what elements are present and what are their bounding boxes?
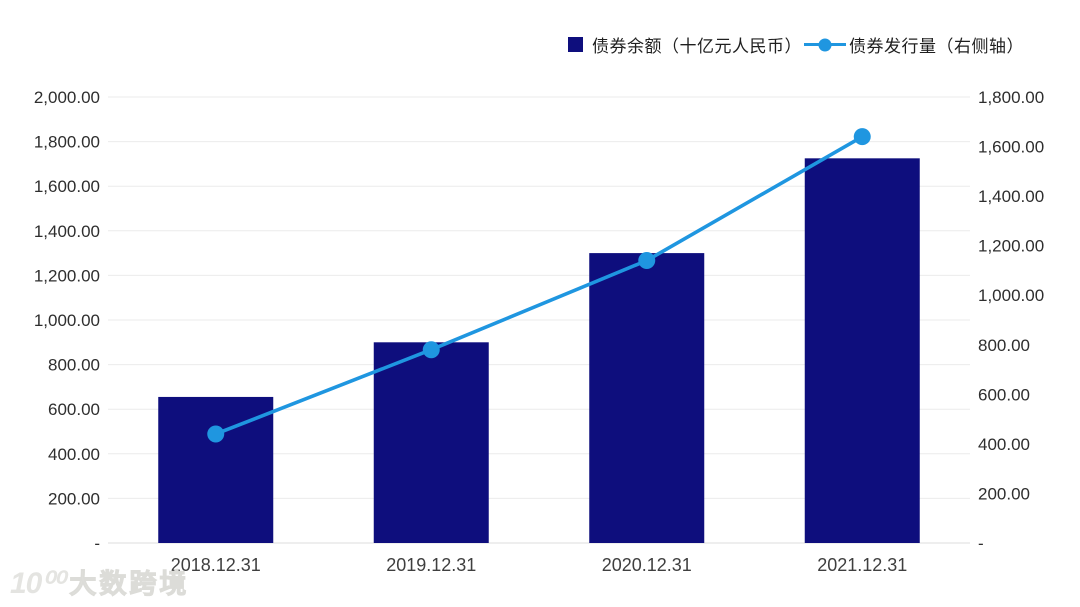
left-axis-tick-label: 800.00	[48, 356, 100, 375]
left-axis-tick-label: -	[94, 534, 100, 553]
right-axis-tick-label: 1,400.00	[978, 187, 1044, 206]
line-series-label: 债券发行量（右侧轴）	[849, 37, 1024, 56]
line-marker-2019.12.31	[422, 341, 440, 359]
left-axis-tick-label: 600.00	[48, 400, 100, 419]
bar-2018.12.31	[158, 396, 274, 543]
left-axis-tick-label: 1,800.00	[34, 133, 100, 152]
line-marker-2020.12.31	[638, 252, 656, 270]
right-axis-tick-label: 1,200.00	[978, 237, 1044, 256]
left-axis-tick-label: 200.00	[48, 489, 100, 508]
x-axis-label: 2020.12.31	[602, 555, 692, 575]
watermark-brand-text: 大数跨境	[69, 569, 190, 600]
right-axis-tick-label: 1,600.00	[978, 138, 1044, 157]
bar-2020.12.31	[589, 253, 705, 543]
line-marker-2021.12.31	[853, 128, 871, 146]
line-series-marker-icon	[804, 36, 846, 53]
left-axis-tick-label: 1,400.00	[34, 222, 100, 241]
right-axis-tick-label: 1,000.00	[978, 286, 1044, 305]
left-axis-tick-label: 1,000.00	[34, 311, 100, 330]
bar-series-label: 债券余额（十亿元人民币）	[592, 37, 802, 56]
right-axis-tick-labels: 1,800.00 1,600.00 1,400.00 1,200.00 1,000.00…	[978, 88, 1044, 553]
chart-legend: 债券余额（十亿元人民币） 债券发行量（右侧轴）	[568, 32, 1024, 57]
bar-2021.12.31	[804, 158, 920, 543]
right-axis-tick-label: 800.00	[978, 336, 1030, 355]
left-axis-tick-labels: 2,000.00 1,800.00 1,600.00 1,400.00 1,200.00…	[34, 88, 100, 553]
bar-2019.12.31	[373, 342, 489, 543]
line-series	[207, 128, 871, 443]
right-axis-tick-label: 200.00	[978, 484, 1030, 503]
x-axis-label: 2021.12.31	[817, 555, 907, 575]
right-axis-tick-label: 400.00	[978, 435, 1030, 454]
bar-series	[158, 158, 920, 543]
right-axis-tick-label: 1,800.00	[978, 88, 1044, 107]
line-marker-2018.12.31	[207, 425, 225, 443]
left-axis-tick-label: 400.00	[48, 445, 100, 464]
x-axis-labels: 2018.12.31 2019.12.31 2020.12.31 2021.12.31	[171, 555, 908, 575]
left-axis-tick-label: 2,000.00	[34, 88, 100, 107]
x-axis-label: 2018.12.31	[171, 555, 261, 575]
watermark: 10⁰⁰ 大数跨境	[10, 562, 189, 601]
right-axis-tick-label: 600.00	[978, 385, 1030, 404]
left-axis-tick-label: 1,600.00	[34, 177, 100, 196]
watermark-logo-icon: 10⁰⁰	[10, 567, 64, 600]
bar-series-swatch-icon	[568, 37, 583, 52]
line-path	[213, 134, 865, 436]
right-axis-tick-label: -	[978, 534, 984, 553]
left-axis-tick-label: 1,200.00	[34, 266, 100, 285]
x-axis-label: 2019.12.31	[386, 555, 476, 575]
